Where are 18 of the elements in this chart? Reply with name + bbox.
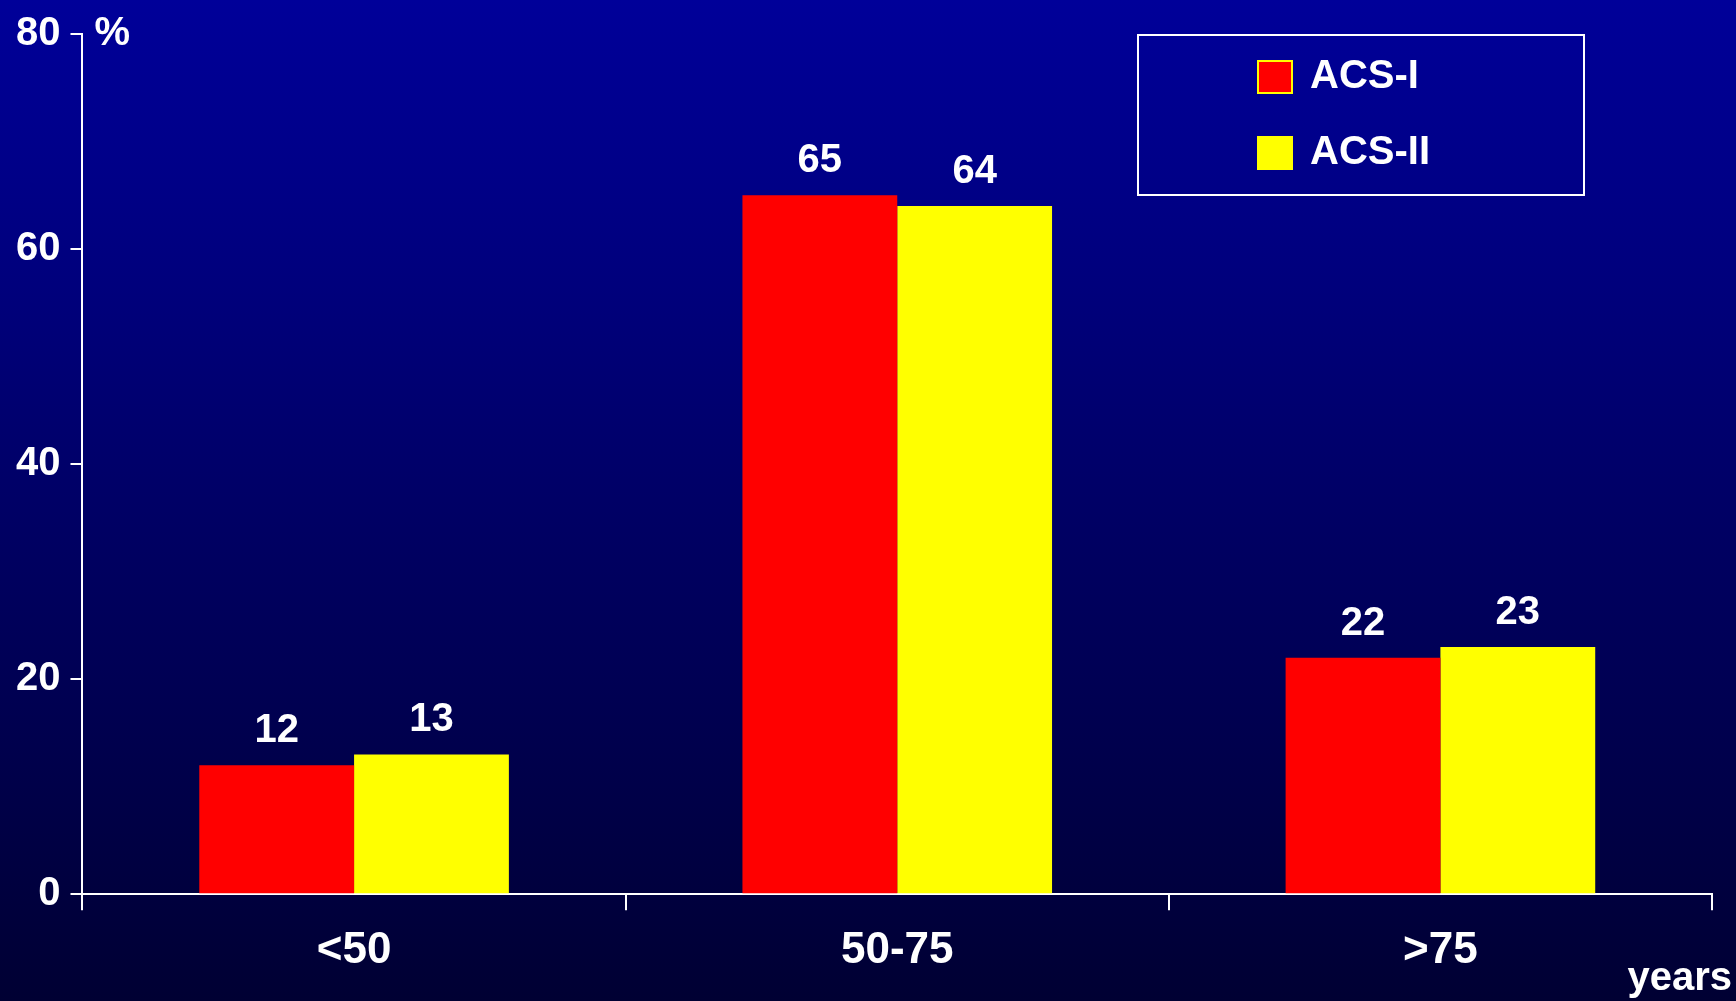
legend-label: ACS-I <box>1310 52 1419 97</box>
y-tick-label: 60 <box>15 224 61 269</box>
y-axis-title: % <box>94 9 131 54</box>
data-label: 22 <box>1340 598 1386 643</box>
x-tick-label: >75 <box>1403 922 1478 972</box>
y-tick-label: 80 <box>15 9 61 54</box>
x-tick-label: 50-75 <box>840 922 954 972</box>
data-label: 12 <box>254 706 299 751</box>
y-tick-label: 20 <box>15 654 61 699</box>
y-tick-label: 0 <box>38 869 61 914</box>
x-tick-label: <50 <box>316 922 392 972</box>
x-axis-title: years <box>1627 954 1732 999</box>
data-label: 13 <box>409 695 454 740</box>
legend-label: ACS-II <box>1310 128 1430 173</box>
data-label: 23 <box>1495 587 1541 632</box>
data-label: 64 <box>952 147 998 192</box>
y-tick-label: 40 <box>15 439 61 484</box>
data-label: 65 <box>797 136 843 181</box>
